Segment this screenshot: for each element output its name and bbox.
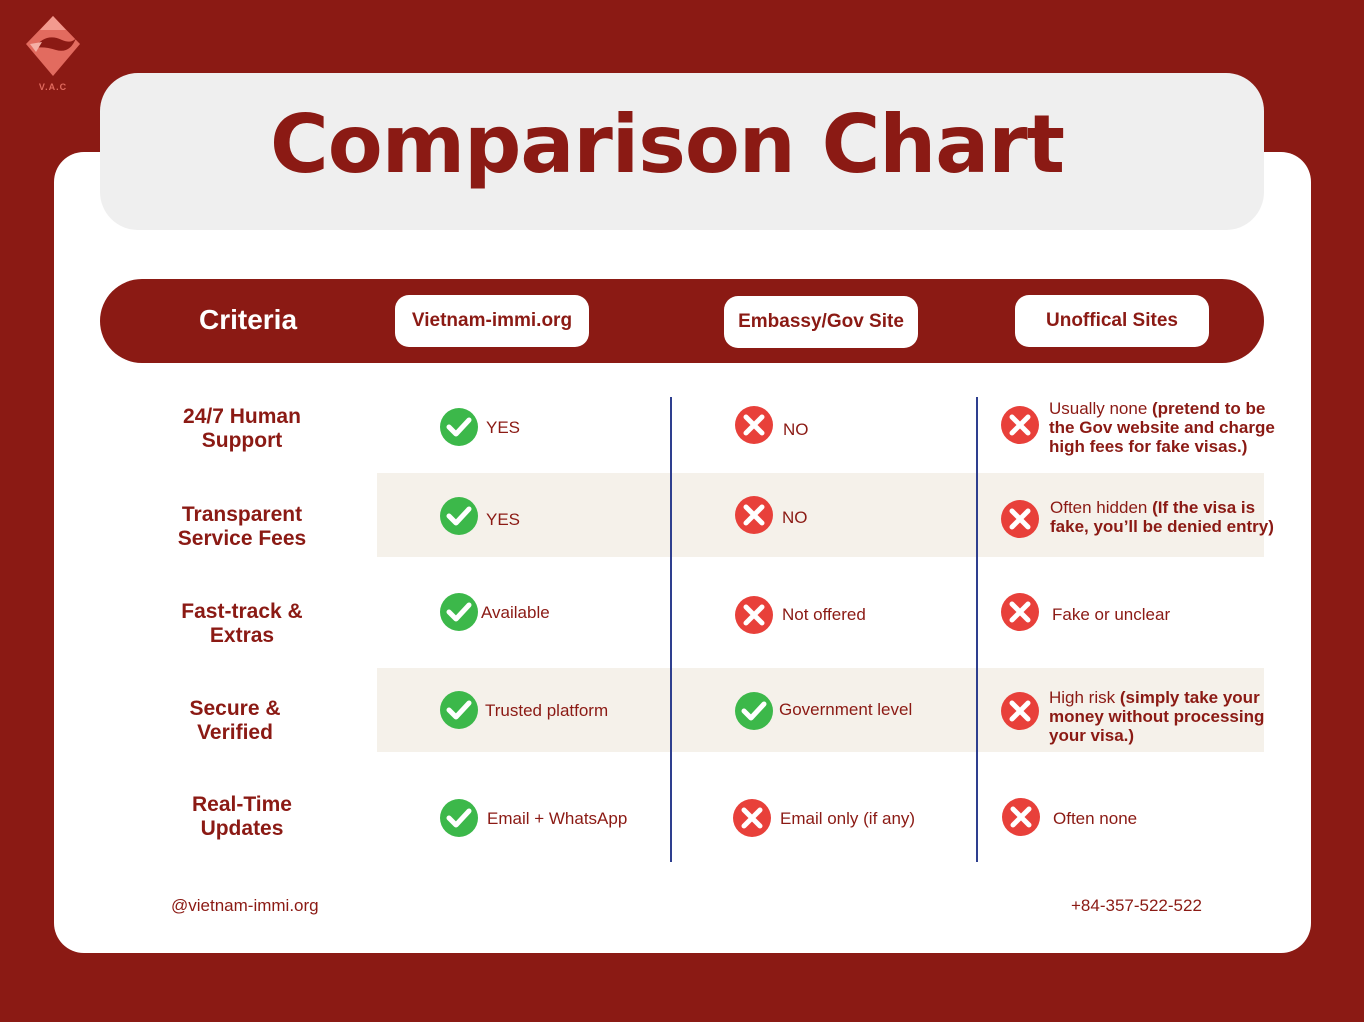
logo-text: V.A.C bbox=[38, 82, 68, 92]
vac-logo: V.A.C bbox=[22, 14, 84, 94]
criterion-line: Service Fees bbox=[177, 527, 307, 550]
criterion-line: 24/7 Human bbox=[183, 405, 301, 428]
check-icon bbox=[440, 691, 478, 729]
cell-text: Often none bbox=[1053, 809, 1137, 828]
cell-plain: Usually none bbox=[1049, 399, 1153, 418]
check-icon bbox=[735, 692, 773, 730]
cell-plain: Often hidden bbox=[1050, 498, 1153, 517]
column-divider bbox=[976, 397, 978, 862]
cell-plain: Fake or unclear bbox=[1052, 605, 1171, 624]
cell-text: Email only (if any) bbox=[780, 809, 916, 828]
cross-icon bbox=[735, 596, 773, 634]
column-header-unofficial: Unoffical Sites bbox=[1015, 295, 1209, 347]
cell-bold: (simply take your money without processi… bbox=[1049, 688, 1265, 745]
criterion-line: Fast-track & bbox=[181, 600, 303, 623]
cell-bold: (pretend to be the Gov website and charg… bbox=[1049, 399, 1275, 456]
cross-icon bbox=[1001, 406, 1039, 444]
criterion-label: Real-Time Updates bbox=[140, 793, 344, 841]
cell-text: High risk (simply take your money withou… bbox=[1049, 688, 1281, 745]
cross-icon bbox=[733, 799, 771, 837]
criterion-label: Transparent Service Fees bbox=[140, 503, 344, 551]
footer-handle: @vietnam-immi.org bbox=[171, 896, 319, 915]
cell-text: Not offered bbox=[782, 605, 866, 624]
column-divider bbox=[670, 397, 672, 862]
row-band bbox=[377, 473, 1264, 557]
criteria-header: Criteria bbox=[198, 304, 298, 335]
check-icon bbox=[440, 593, 478, 631]
check-icon bbox=[440, 799, 478, 837]
column-header-embassy-gov: Embassy/Gov Site bbox=[724, 296, 918, 348]
cell-bold: (If the visa is fake, you’ll be denied e… bbox=[1050, 498, 1274, 536]
check-icon bbox=[440, 497, 478, 535]
cell-plain: Often none bbox=[1053, 809, 1138, 828]
cell-plain: High risk bbox=[1049, 688, 1120, 707]
cross-icon bbox=[735, 406, 773, 444]
cross-icon bbox=[1001, 692, 1039, 730]
vac-logo-mark bbox=[26, 16, 80, 76]
cell-text: Email + WhatsApp bbox=[487, 809, 628, 828]
row-band bbox=[377, 668, 1264, 752]
criterion-label: 24/7 Human Support bbox=[140, 405, 344, 453]
cross-icon bbox=[1002, 798, 1040, 836]
criterion-line: Verified bbox=[197, 721, 273, 744]
criterion-line: Transparent bbox=[181, 503, 303, 526]
cell-text: Usually none (pretend to be the Gov webs… bbox=[1049, 399, 1284, 456]
footer-phone: +84-357-522-522 bbox=[1071, 896, 1202, 915]
criterion-line: Extras bbox=[209, 624, 275, 647]
criterion-line: Support bbox=[201, 429, 283, 452]
cell-text: NO bbox=[783, 420, 809, 439]
criterion-line: Secure & bbox=[189, 697, 281, 720]
cell-text: Available bbox=[481, 603, 550, 622]
cell-text: Often hidden (If the visa is fake, you’l… bbox=[1050, 498, 1280, 536]
cell-text: YES bbox=[486, 418, 521, 437]
criterion-label: Secure & Verified bbox=[133, 697, 337, 745]
cell-text: NO bbox=[782, 508, 808, 527]
criterion-line: Real-Time bbox=[192, 793, 292, 816]
cell-text: Trusted platform bbox=[485, 701, 609, 720]
cell-text: YES bbox=[486, 510, 521, 529]
cross-icon bbox=[735, 496, 773, 534]
cross-icon bbox=[1001, 593, 1039, 631]
criterion-line: Updates bbox=[200, 817, 284, 840]
cell-text: Government level bbox=[779, 700, 913, 719]
title-box: Comparison Chart bbox=[100, 73, 1264, 230]
check-icon bbox=[440, 408, 478, 446]
cell-text: Fake or unclear bbox=[1052, 605, 1170, 624]
criterion-label: Fast-track & Extras bbox=[140, 600, 344, 648]
cross-icon bbox=[1001, 500, 1039, 538]
page-title: Comparison Chart bbox=[270, 98, 1065, 191]
column-header-vietnam-immi: Vietnam-immi.org bbox=[395, 295, 589, 347]
